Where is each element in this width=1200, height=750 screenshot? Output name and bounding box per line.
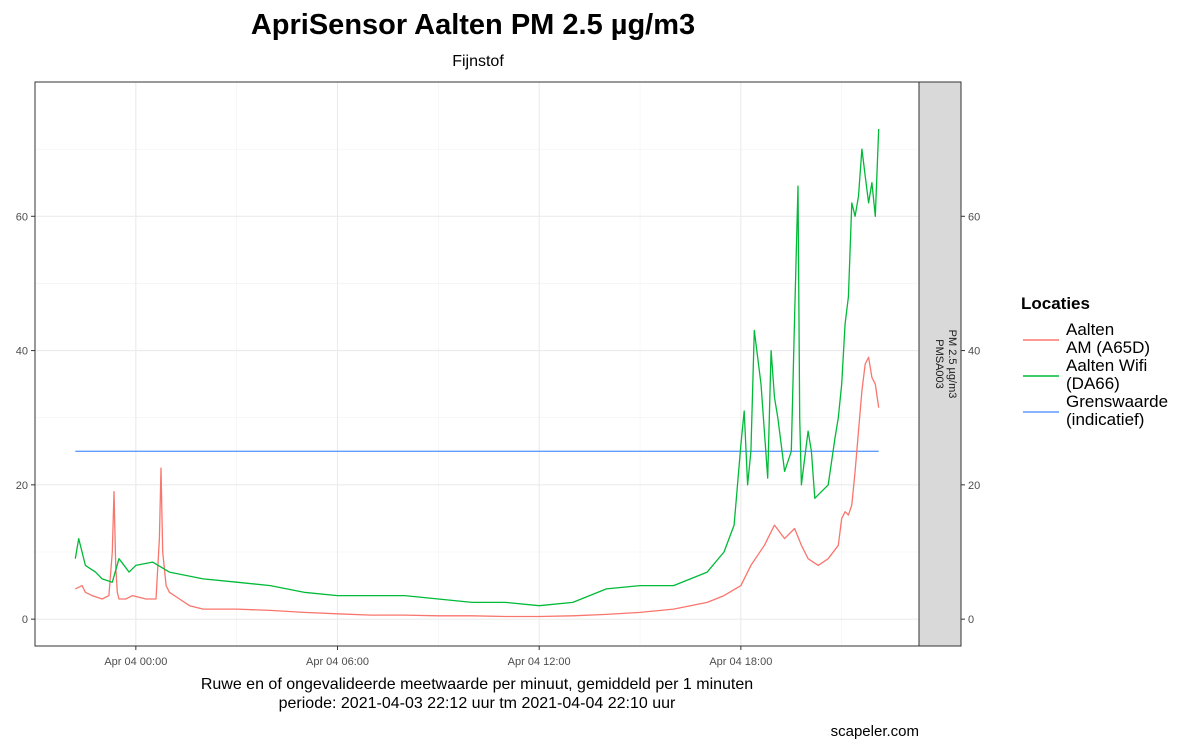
- y-tick-label-right: 60: [968, 211, 980, 223]
- legend-label-1: Aalten Wifi: [1066, 356, 1147, 375]
- series-line-1: [74, 128, 880, 607]
- caption-line-2: periode: 2021-04-03 22:12 uur tm 2021-04…: [279, 695, 676, 712]
- legend-label-2: Grenswaarde: [1066, 392, 1168, 411]
- y-tick-label-left: 0: [22, 614, 28, 626]
- y-tick-label-left: 20: [16, 480, 28, 492]
- series-line-0: [75, 356, 880, 618]
- legend-label-1: (DA66): [1066, 374, 1120, 393]
- facet-strip: PMSA003 PM 2.5 µg/m3: [918, 81, 962, 647]
- series-lines: [74, 128, 880, 618]
- x-tick-label: Apr 04 12:00: [508, 656, 571, 668]
- x-tick-label: Apr 04 06:00: [306, 656, 369, 668]
- plot-panel: [34, 81, 920, 647]
- y-tick-label-right: 40: [968, 346, 980, 358]
- facet-strip-label-line1: PMSA003: [933, 339, 945, 389]
- x-tick-label: Apr 04 18:00: [709, 656, 772, 668]
- caption-line-1: Ruwe en of ongevalideerde meetwaarde per…: [201, 676, 753, 693]
- y-tick-label-right: 20: [968, 480, 980, 492]
- y-tick-label-left: 60: [16, 211, 28, 223]
- chart-title: ApriSensor Aalten PM 2.5 µg/m3: [251, 9, 695, 41]
- legend-label-2: (indicatief): [1066, 410, 1144, 429]
- chart-subtitle: Fijnstof: [452, 53, 504, 70]
- y-axis-left: 0 20 40 60: [16, 211, 35, 626]
- x-axis: Apr 04 00:00 Apr 04 06:00 Apr 04 12:00 Apr …: [104, 646, 772, 668]
- y-tick-label-left: 40: [16, 346, 28, 358]
- major-gridlines: [35, 82, 919, 646]
- y-axis-right: 0 20 40 60: [961, 211, 980, 626]
- facet-strip-label-line2: PM 2.5 µg/m3: [946, 330, 958, 399]
- legend-label-0: Aalten: [1066, 320, 1114, 339]
- facet-strip-background: [918, 81, 962, 647]
- legend-title: Locaties: [1021, 294, 1090, 313]
- x-tick-label: Apr 04 00:00: [104, 656, 167, 668]
- credit-text: scapeler.com: [831, 723, 919, 740]
- minor-gridlines: [35, 82, 919, 646]
- legend-label-0: AM (A65D): [1066, 338, 1150, 357]
- panel-background: [35, 82, 919, 646]
- y-tick-label-right: 0: [968, 614, 974, 626]
